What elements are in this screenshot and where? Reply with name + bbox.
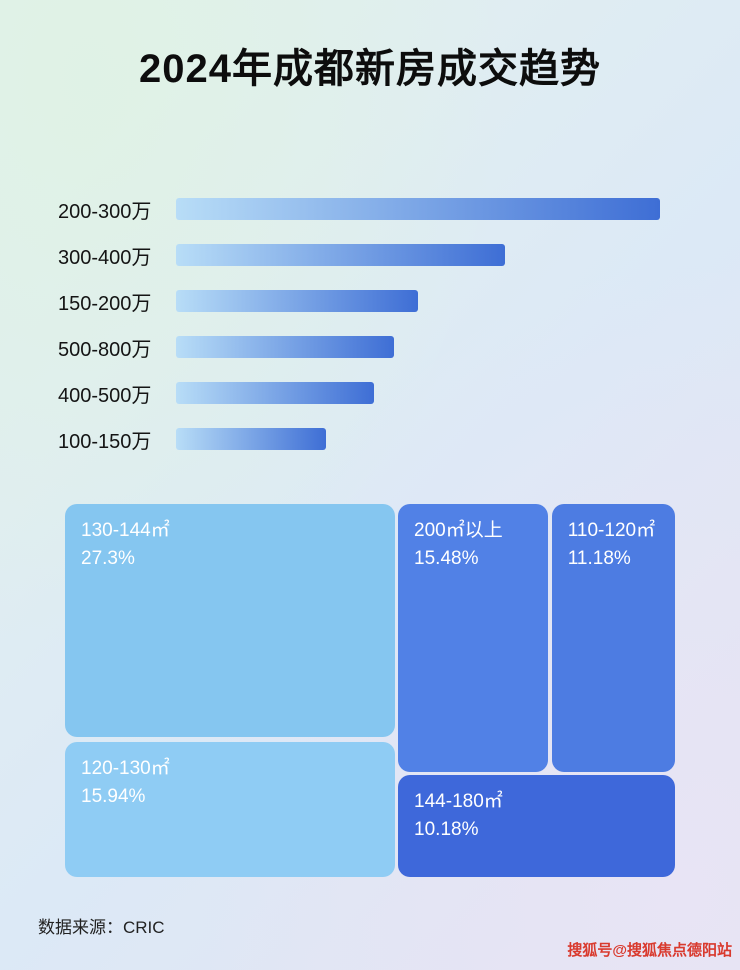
tile-value: 11.18%	[567, 547, 631, 569]
bar-track	[176, 198, 660, 220]
treemap-tile: 120-130㎡ 15.94%	[65, 741, 395, 877]
treemap-tile: 110-120㎡ 11.18%	[551, 504, 675, 772]
tile-value: 27.3%	[81, 547, 135, 569]
bar	[176, 336, 394, 358]
bar	[176, 428, 327, 450]
bar-track	[176, 244, 660, 266]
bar-row: 300-400万	[38, 232, 660, 278]
watermark: 搜狐号@搜狐焦点德阳站	[567, 942, 732, 959]
data-source: 数据来源：CRIC	[38, 918, 165, 937]
bar-category-label: 200-300万	[58, 200, 152, 223]
bar-track	[176, 336, 660, 358]
bar-row: 150-200万	[38, 278, 660, 324]
bar-category-label: 150-200万	[58, 292, 152, 315]
treemap-tile: 200㎡以上 15.48%	[398, 504, 549, 772]
price-band-bar-chart: 200-300万 300-400万 150-200万 500-800万 400-500万…	[38, 186, 660, 462]
area-share-treemap: 130-144㎡ 27.3% 120-130㎡ 15.94% 200㎡以上 15.48% 1…	[65, 504, 675, 877]
tile-label: 130-144㎡	[81, 520, 170, 541]
bar-category-label: 300-400万	[58, 246, 152, 269]
tile-label: 110-120㎡	[567, 520, 656, 541]
bar	[176, 244, 506, 266]
bar-category-label: 400-500万	[58, 384, 152, 407]
bar-track	[176, 428, 660, 450]
tile-label: 200㎡以上	[414, 520, 503, 541]
bar-row: 500-800万	[38, 324, 660, 370]
bar-category-label: 500-800万	[58, 338, 152, 361]
tile-value: 15.48%	[414, 547, 479, 569]
bar-track	[176, 290, 660, 312]
bar-category-label: 100-150万	[58, 430, 152, 453]
page-title: 2024年成都新房成交趋势	[139, 47, 601, 91]
tile-label: 144-180㎡	[414, 791, 503, 813]
bar-row: 400-500万	[38, 370, 660, 416]
bar-track	[176, 382, 660, 404]
bar-row: 100-150万	[38, 416, 660, 462]
tile-value: 10.18%	[414, 818, 479, 840]
tile-value: 15.94%	[81, 785, 146, 807]
bar	[176, 382, 375, 404]
bar	[176, 290, 418, 312]
bar	[176, 198, 660, 220]
tile-label: 120-130㎡	[81, 757, 170, 779]
treemap-tile: 130-144㎡ 27.3%	[65, 504, 395, 738]
treemap-tile: 144-180㎡ 10.18%	[398, 775, 675, 877]
bar-row: 200-300万	[38, 186, 660, 232]
